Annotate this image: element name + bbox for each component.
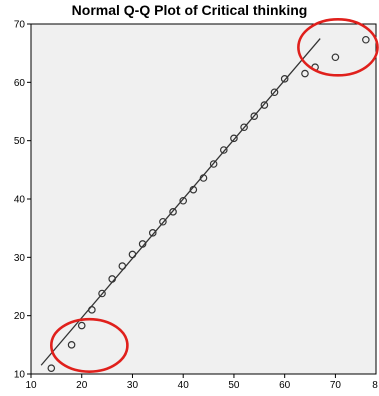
x-tick-label: 60 (279, 380, 291, 391)
y-tick-label: 50 (14, 136, 26, 147)
chart-title: Normal Q-Q Plot of Critical thinking (71, 2, 308, 18)
data-point (47, 364, 56, 372)
data-point (280, 75, 289, 83)
y-tick-label: 20 (14, 311, 26, 322)
data-point (209, 160, 218, 168)
data-point (88, 306, 96, 314)
y-tick-label: 60 (14, 78, 26, 89)
y-tick-label: 70 (14, 20, 26, 31)
y-tick-label: 10 (14, 370, 26, 381)
x-tick-label: 40 (178, 380, 190, 391)
data-point (77, 321, 86, 330)
data-point (67, 341, 76, 349)
data-point (108, 275, 116, 283)
outlier-highlights (49, 18, 379, 373)
data-point (169, 208, 177, 216)
data-point (301, 69, 309, 78)
data-point (138, 240, 147, 248)
data-points (47, 35, 370, 372)
data-point (128, 250, 137, 259)
data-point (240, 123, 248, 132)
data-point (189, 185, 198, 194)
data-point (118, 262, 127, 270)
data-point (230, 134, 238, 143)
y-axis: 10 20 30 40 50 60 70 (14, 20, 31, 381)
plot-area (30, 23, 377, 375)
x-tick-label: 50 (228, 380, 240, 391)
highlight-ellipse (297, 18, 379, 77)
x-tick-label: 20 (76, 380, 88, 391)
x-tick-label: 10 (25, 380, 37, 391)
x-tick-label: 70 (330, 380, 342, 391)
data-point (331, 53, 340, 62)
data-point (159, 217, 167, 226)
data-point (98, 289, 106, 298)
x-tick-label: 30 (127, 380, 139, 391)
data-point (270, 88, 279, 97)
y-tick-label: 40 (14, 195, 26, 206)
highlight-ellipse (49, 317, 129, 373)
data-point (148, 229, 157, 237)
data-point (199, 174, 208, 182)
data-point (179, 196, 188, 205)
x-tick-label: 8 (372, 380, 378, 391)
data-point (362, 35, 370, 44)
data-point (219, 146, 228, 154)
x-axis: 10 20 30 40 50 60 70 8 (25, 374, 378, 391)
data-point (260, 101, 269, 109)
y-tick-label: 30 (14, 253, 26, 264)
data-point (250, 112, 259, 120)
